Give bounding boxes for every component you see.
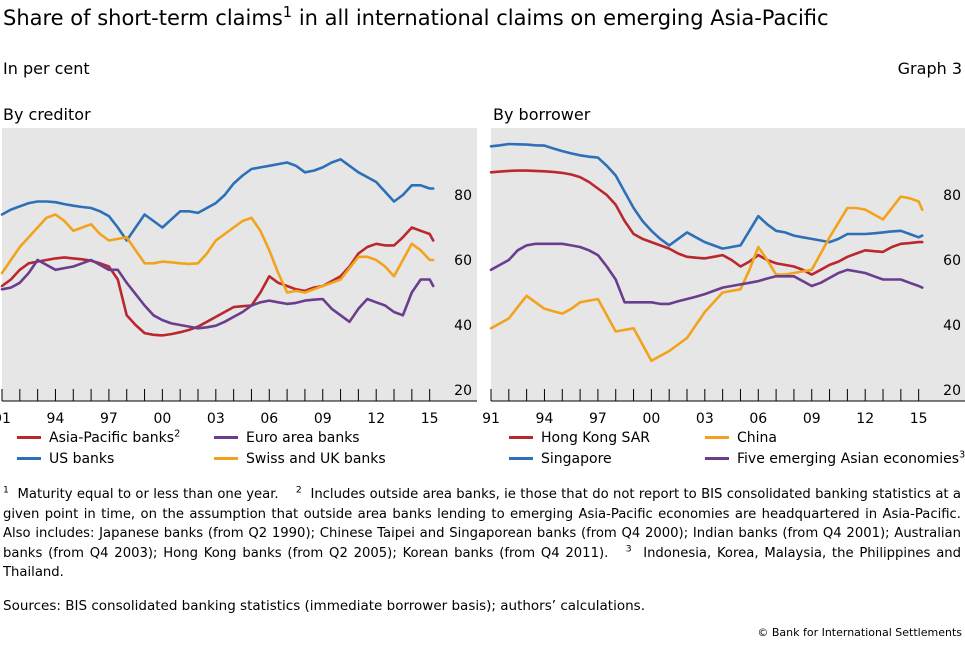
x-tick-label: 15: [421, 411, 439, 427]
legend-swatch: [214, 456, 238, 460]
graph-number: Graph 3: [897, 59, 962, 78]
legend-item-five-eme: Five emerging Asian economies3: [705, 450, 965, 467]
legend-item-euro-area-banks: Euro area banks: [214, 430, 360, 446]
x-tick-label: 97: [100, 411, 118, 427]
x-tick-label: 12: [856, 411, 874, 427]
legend-item-hong-kong: Hong Kong SAR: [509, 430, 650, 446]
footnotes: 1 Maturity equal to or less than one yea…: [3, 484, 962, 580]
series-line-euro-area-banks: [0, 258, 435, 330]
x-tick-label: 06: [260, 411, 278, 427]
x-tick-label: 15: [910, 411, 928, 427]
x-tick-label: 12: [367, 411, 385, 427]
y-tick-label: 20: [454, 383, 472, 399]
right-panel-title: By borrower: [493, 105, 591, 124]
x-tick-label: 09: [803, 411, 821, 427]
x-tick-label: 06: [749, 411, 767, 427]
chart-by-borrower: 20 40 60 80 91 94 97 00 03 06 09 12 15: [482, 128, 965, 427]
x-tick-label: 03: [207, 411, 225, 427]
page-title: Share of short-term claims1 in all inter…: [3, 4, 829, 30]
x-tick-label: 00: [642, 411, 660, 427]
y-tick-label: 60: [943, 253, 961, 269]
plot-background: [491, 128, 965, 401]
x-tick-label: 09: [314, 411, 332, 427]
legend-swatch: [509, 456, 533, 460]
y-tick-label: 40: [943, 318, 961, 334]
legend-swatch: [214, 435, 238, 439]
y-tick-label: 20: [943, 383, 961, 399]
legend-swatch: [705, 435, 729, 439]
sources-note: Sources: BIS consolidated banking statis…: [3, 598, 645, 614]
x-tick-label: 03: [696, 411, 714, 427]
y-tick-label: 80: [454, 188, 472, 204]
series-line-asia-pacific-banks: [0, 226, 435, 337]
legend-swatch: [705, 456, 729, 460]
x-tick-label: 00: [153, 411, 171, 427]
copyright: © Bank for International Settlements: [757, 626, 962, 639]
chart-by-creditor: 20 40 60 80 91 94 97 00 03 06 09 12 15: [0, 128, 477, 427]
y-tick-label: 80: [943, 188, 961, 204]
legend-swatch: [509, 435, 533, 439]
plot-background: [2, 128, 477, 401]
legend-item-swiss-uk-banks: Swiss and UK banks: [214, 451, 386, 467]
series-line-us-banks: [0, 157, 435, 242]
series-line-swiss-and-uk-banks: [0, 213, 435, 294]
x-tick-label: 94: [47, 411, 65, 427]
legend-item-singapore: Singapore: [509, 451, 612, 467]
legend-item-us-banks: US banks: [17, 451, 114, 467]
legend-item-china: China: [705, 430, 777, 446]
legend-swatch: [17, 456, 41, 460]
legend-item-asia-pacific-banks: Asia-Pacific banks2: [17, 429, 180, 446]
series-line-five-emerging-asian-economies: [489, 242, 924, 306]
series-line-hong-kong-sar: [489, 169, 924, 276]
legend-swatch: [17, 435, 41, 439]
series-line-china: [489, 195, 924, 363]
subtitle: In per cent: [3, 59, 90, 78]
x-tick-label: 91: [482, 411, 500, 427]
y-tick-label: 60: [454, 253, 472, 269]
left-panel-title: By creditor: [3, 105, 91, 124]
x-tick-label: 91: [0, 411, 11, 427]
series-line-singapore: [489, 142, 924, 250]
x-tick-label: 97: [589, 411, 607, 427]
y-tick-label: 40: [454, 318, 472, 334]
x-tick-label: 94: [536, 411, 554, 427]
